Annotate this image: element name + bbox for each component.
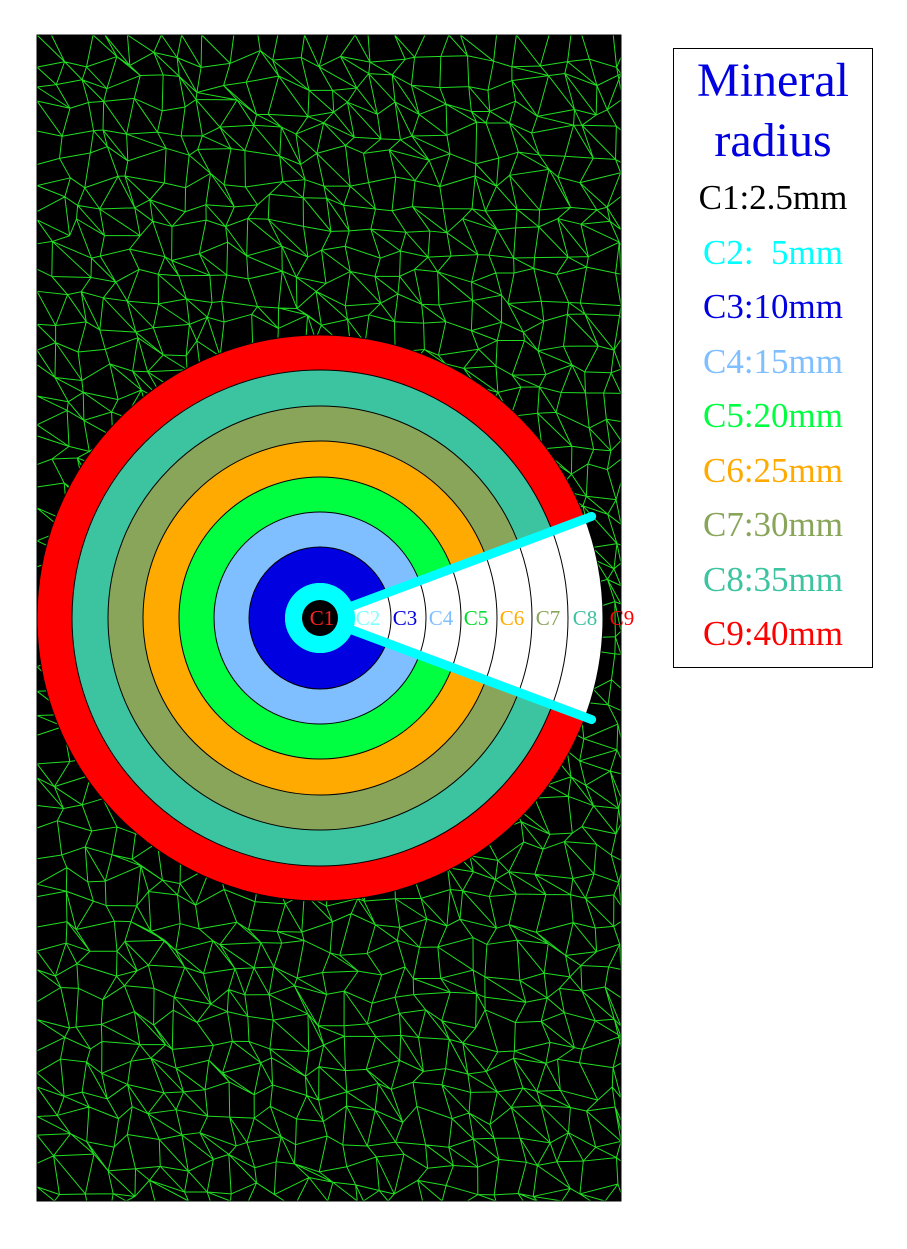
ring-outline — [213, 511, 427, 725]
ring-label: C6 — [500, 606, 525, 630]
legend: Mineral radius C1:2.5mm C2: 5mm C3:10mm C4:… — [673, 48, 873, 668]
ring-label: C1 — [310, 606, 335, 630]
frame — [36, 34, 622, 1202]
legend-item: C4:15mm — [702, 341, 844, 381]
legend-item: C7:30mm — [702, 505, 844, 544]
ring-label: C2 — [356, 606, 381, 630]
ring-outline — [178, 476, 462, 760]
ring-label: C4 — [429, 606, 454, 630]
legend-item: C2: 5mm — [702, 232, 844, 272]
ring-outline — [107, 405, 533, 831]
ring-label: C7 — [536, 606, 561, 630]
legend-item: C6:25mm — [702, 450, 844, 490]
legend-title: Mineral radius — [697, 54, 849, 167]
ring-outline — [71, 369, 569, 867]
legend-items: C1:2.5mm C2: 5mm C3:10mm C4:15mm C5:20mm C6:2… — [674, 171, 872, 662]
ring-label: C9 — [610, 606, 635, 630]
ring-label: C3 — [393, 606, 418, 630]
ring-outline — [142, 440, 498, 796]
legend-item: C1:2.5mm — [698, 178, 848, 217]
legend-item: C9:40mm — [702, 614, 844, 653]
legend-item: C8:35mm — [702, 559, 844, 599]
cut-line — [343, 511, 597, 612]
ring-labels: C1 C2 C3 C4 C5 C6 C7 C8 C9 — [310, 606, 635, 630]
ring-outline — [248, 546, 392, 690]
rings — [36, 334, 604, 902]
legend-item: C5:20mm — [702, 396, 844, 435]
ring — [302, 600, 338, 636]
legend-item: C3:10mm — [702, 287, 844, 326]
ring-label: C8 — [573, 606, 598, 630]
ring-label: C5 — [464, 606, 489, 630]
cut-line — [343, 624, 597, 725]
